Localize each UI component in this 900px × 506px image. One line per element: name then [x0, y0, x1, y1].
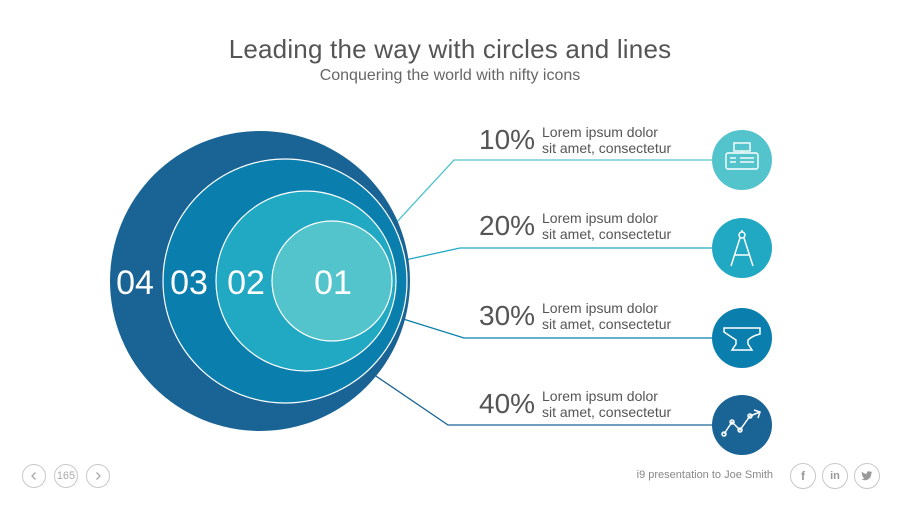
circle-label-03: 03: [170, 264, 208, 302]
item-desc-line2: sit amet, consectetur: [542, 140, 672, 156]
next-slide-button[interactable]: [86, 464, 110, 488]
circle-01: [271, 220, 393, 342]
linkedin-button[interactable]: in: [822, 463, 848, 489]
item-desc-30: Lorem ipsum dolor sit amet, consectetur: [542, 300, 712, 332]
cash-register-icon: [712, 130, 772, 190]
item-percent-20: 20%: [479, 210, 536, 241]
presentation-label: i9 presentation to Joe Smith: [636, 469, 773, 481]
item-desc-line1: Lorem ipsum dolor: [542, 210, 658, 226]
chevron-left-icon: [31, 472, 36, 480]
prev-slide-button[interactable]: [22, 464, 46, 488]
circle-label-02: 02: [227, 264, 265, 302]
item-percent-10: 10%: [479, 124, 536, 155]
item-desc-10: Lorem ipsum dolor sit amet, consectetur: [542, 124, 712, 156]
item-desc-line2: sit amet, consectetur: [542, 226, 672, 242]
twitter-icon: [861, 471, 873, 481]
slide-subtitle: Conquering the world with nifty icons: [319, 67, 581, 84]
trend-chart-icon: [712, 395, 772, 455]
facebook-icon: f: [801, 469, 805, 483]
facebook-button[interactable]: f: [790, 463, 816, 489]
linkedin-icon: in: [830, 470, 840, 482]
compass-icon: [712, 218, 772, 278]
anvil-icon: [712, 308, 772, 368]
connector-line-20: [395, 247, 712, 263]
slide-title: Leading the way with circles and lines: [228, 34, 672, 64]
connector-line-30: [399, 317, 712, 339]
chevron-right-icon: [96, 472, 101, 480]
twitter-button[interactable]: [854, 463, 880, 489]
circle-label-01: 01: [314, 264, 352, 302]
item-desc-20: Lorem ipsum dolor sit amet, consectetur: [542, 210, 712, 242]
connector-line-10: [381, 159, 712, 239]
item-percent-40: 40%: [479, 388, 536, 419]
page-number-badge[interactable]: 165: [54, 464, 78, 488]
item-desc-line1: Lorem ipsum dolor: [542, 388, 658, 404]
item-desc-40: Lorem ipsum dolor sit amet, consectetur: [542, 388, 712, 420]
item-desc-line2: sit amet, consectetur: [542, 404, 672, 420]
connector-line-40: [369, 371, 712, 426]
item-desc-line2: sit amet, consectetur: [542, 316, 672, 332]
item-desc-line1: Lorem ipsum dolor: [542, 300, 658, 316]
item-percent-30: 30%: [479, 300, 536, 331]
circle-label-04: 04: [116, 264, 154, 302]
item-desc-line1: Lorem ipsum dolor: [542, 124, 658, 140]
